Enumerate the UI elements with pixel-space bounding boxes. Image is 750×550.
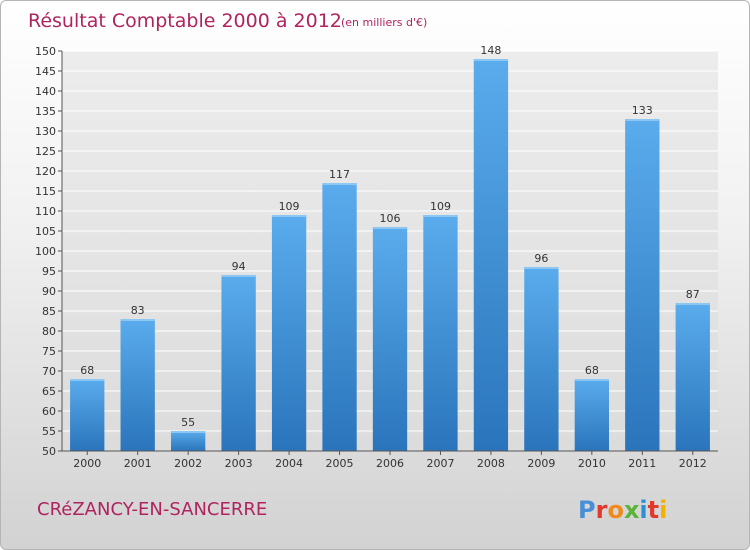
bar-highlight [574,379,610,381]
x-tick-label: 2012 [679,457,707,470]
chart-subtitle: (en milliers d'€) [341,16,427,29]
y-tick-label: 135 [35,105,56,118]
bar-2000 [70,379,105,451]
value-label: 94 [232,260,246,273]
y-tick-label: 85 [42,305,56,318]
y-tick-label: 130 [35,125,56,138]
x-tick-label: 2004 [275,457,303,470]
x-tick-label: 2009 [527,457,555,470]
bar-highlight [70,379,105,381]
y-tick-label: 140 [35,85,56,98]
y-tick-label: 90 [42,285,56,298]
x-tick-label: 2006 [376,457,404,470]
value-label: 106 [380,212,401,225]
y-tick-label: 65 [42,385,56,398]
bar-highlight [120,319,155,321]
x-tick-label: 2011 [628,457,656,470]
bar-2010 [574,379,610,451]
bar-2006 [372,227,408,451]
proxiti-logo: Proxiti [578,496,667,524]
value-label: 87 [686,288,700,301]
bar-highlight [271,215,307,217]
y-tick-label: 75 [42,345,56,358]
value-label: 83 [131,304,145,317]
bar-2007 [423,215,458,451]
value-label: 68 [585,364,599,377]
x-tick-label: 2001 [124,457,152,470]
bar-highlight [423,215,458,217]
bar-2008 [473,59,509,451]
y-tick-label: 145 [35,65,56,78]
bar-highlight [675,303,710,305]
y-tick-label: 125 [35,145,56,158]
y-tick-label: 80 [42,325,56,338]
bar-highlight [221,275,256,277]
x-tick-label: 2003 [225,457,253,470]
bar-2004 [271,215,307,451]
bar-2009 [524,267,559,451]
bar-2001 [120,319,155,451]
y-tick-label: 70 [42,365,56,378]
y-tick-label: 110 [35,205,56,218]
value-label: 117 [329,168,350,181]
value-label: 148 [480,44,501,57]
y-tick-label: 50 [42,445,56,458]
x-tick-label: 2002 [174,457,202,470]
value-label: 133 [632,104,653,117]
bar-2002 [170,431,206,451]
commune-name: CRéZANCY-EN-SANCERRE [37,499,267,520]
bar-highlight [524,267,559,269]
y-tick-label: 60 [42,405,56,418]
bar-highlight [322,183,357,185]
value-label: 68 [80,364,94,377]
bar-2003 [221,275,256,451]
bar-highlight [372,227,408,229]
y-tick-label: 150 [35,45,56,58]
bar-highlight [625,119,660,121]
y-tick-label: 55 [42,425,56,438]
bar-2012 [675,303,710,451]
y-tick-label: 100 [35,245,56,258]
x-tick-label: 2010 [578,457,606,470]
bar-2005 [322,183,357,451]
bar-highlight [473,59,509,61]
value-label: 96 [534,252,548,265]
chart-title: Résultat Comptable 2000 à 2012 [28,10,342,32]
bar-2011 [625,119,660,451]
x-tick-label: 2005 [326,457,354,470]
x-tick-label: 2000 [73,457,101,470]
y-tick-label: 95 [42,265,56,278]
y-tick-label: 120 [35,165,56,178]
value-label: 109 [430,200,451,213]
y-tick-label: 115 [35,185,56,198]
svg-text:Proxiti: Proxiti [578,496,667,524]
y-tick-label: 105 [35,225,56,238]
value-label: 109 [279,200,300,213]
bar-highlight [170,431,206,433]
value-label: 55 [181,416,195,429]
x-tick-label: 2007 [426,457,454,470]
x-tick-label: 2008 [477,457,505,470]
